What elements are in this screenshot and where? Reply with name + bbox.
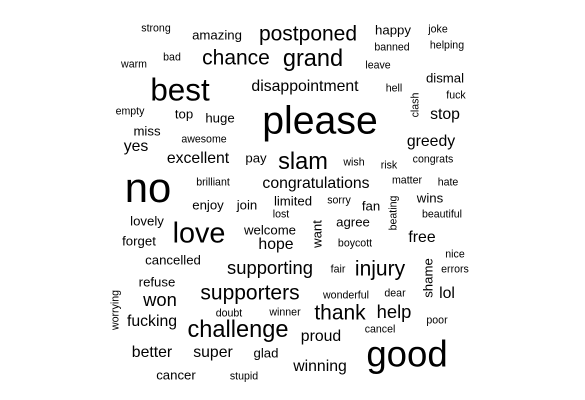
word-fuck: fuck [446, 89, 466, 102]
word-beating: beating [387, 195, 400, 231]
word-joke: joke [428, 23, 448, 36]
word-lovely: lovely [130, 213, 164, 229]
word-love: love [172, 217, 226, 250]
word-enjoy: enjoy [192, 197, 224, 213]
word-stop: stop [430, 106, 460, 124]
word-grand: grand [282, 46, 344, 73]
word-leave: leave [365, 59, 391, 72]
word-poor: poor [426, 314, 448, 327]
word-winner: winner [269, 306, 301, 319]
word-better: better [131, 344, 173, 362]
word-excellent: excellent [166, 150, 230, 168]
word-agree: agree [336, 214, 370, 230]
word-please: please [262, 99, 378, 143]
word-wins: wins [416, 190, 444, 206]
word-winning: winning [293, 358, 347, 376]
word-boycott: boycott [337, 237, 373, 250]
word-supporting: supporting [227, 256, 313, 278]
word-clash: clash [409, 92, 422, 118]
word-shame: shame [420, 258, 436, 298]
word-pay: pay [245, 150, 267, 166]
word-matter: matter [391, 174, 423, 187]
word-congrats: congrats [412, 153, 454, 166]
word-awesome: awesome [181, 133, 227, 146]
word-fucking: fucking [126, 313, 178, 331]
word-top: top [174, 106, 194, 122]
word-yes: yes [123, 138, 149, 156]
word-congratulations: congratulations [262, 175, 370, 193]
word-fan: fan [361, 198, 381, 214]
word-hate: hate [437, 176, 459, 189]
word-helping: helping [429, 39, 465, 52]
word-free: free [408, 229, 436, 247]
word-super: super [193, 344, 233, 362]
word-join: join [236, 197, 258, 213]
word-dismal: dismal [425, 70, 465, 86]
word-sorry: sorry [327, 194, 351, 207]
word-forget: forget [122, 233, 156, 249]
word-postponed: postponed [258, 22, 358, 46]
word-huge: huge [205, 110, 235, 126]
word-want: want [309, 220, 325, 248]
word-proud: proud [300, 328, 342, 346]
word-no: no [124, 164, 172, 212]
word-empty: empty [115, 105, 145, 118]
word-fair: fair [330, 263, 346, 276]
word-brilliant: brilliant [196, 176, 230, 189]
word-cancelled: cancelled [145, 252, 201, 268]
word-chance: chance [202, 46, 270, 70]
word-best: best [150, 72, 210, 108]
word-warm: warm [121, 58, 147, 71]
word-lost: lost [272, 208, 290, 221]
word-happy: happy [375, 22, 411, 38]
word-refuse: refuse [138, 274, 176, 290]
word-won: won [143, 288, 177, 310]
word-bad: bad [163, 51, 181, 64]
word-disappointment: disappointment [251, 78, 359, 96]
word-injury: injury [354, 257, 406, 281]
word-welcome: welcome [243, 222, 297, 238]
word-nice: nice [445, 248, 465, 261]
word-hell: hell [385, 82, 403, 95]
word-miss: miss [133, 123, 161, 139]
word-worrying: worrying [109, 289, 122, 331]
word-supporters: supporters [200, 281, 300, 305]
word-dear: dear [384, 287, 406, 300]
word-slam: slam [278, 149, 328, 176]
word-lol: lol [439, 285, 455, 303]
word-cancer: cancer [156, 367, 196, 383]
word-greedy: greedy [406, 133, 456, 151]
word-limited: limited [273, 193, 313, 209]
word-help: help [376, 300, 412, 322]
word-risk: risk [380, 159, 398, 172]
word-wish: wish [343, 156, 365, 169]
word-beautiful: beautiful [421, 208, 463, 221]
word-good: good [366, 333, 448, 375]
word-wonderful: wonderful [323, 289, 369, 302]
word-amazing: amazing [192, 27, 242, 43]
word-doubt: doubt [215, 307, 243, 320]
word-glad: glad [253, 345, 279, 361]
word-thank: thank [314, 301, 366, 325]
word-strong: strong [141, 22, 171, 35]
word-banned: banned [374, 41, 410, 54]
word-challenge: challenge [187, 317, 289, 344]
word-cancel: cancel [364, 323, 396, 336]
word-errors: errors [441, 263, 469, 276]
word-stupid: stupid [229, 370, 259, 383]
word-hope: hope [258, 236, 294, 254]
